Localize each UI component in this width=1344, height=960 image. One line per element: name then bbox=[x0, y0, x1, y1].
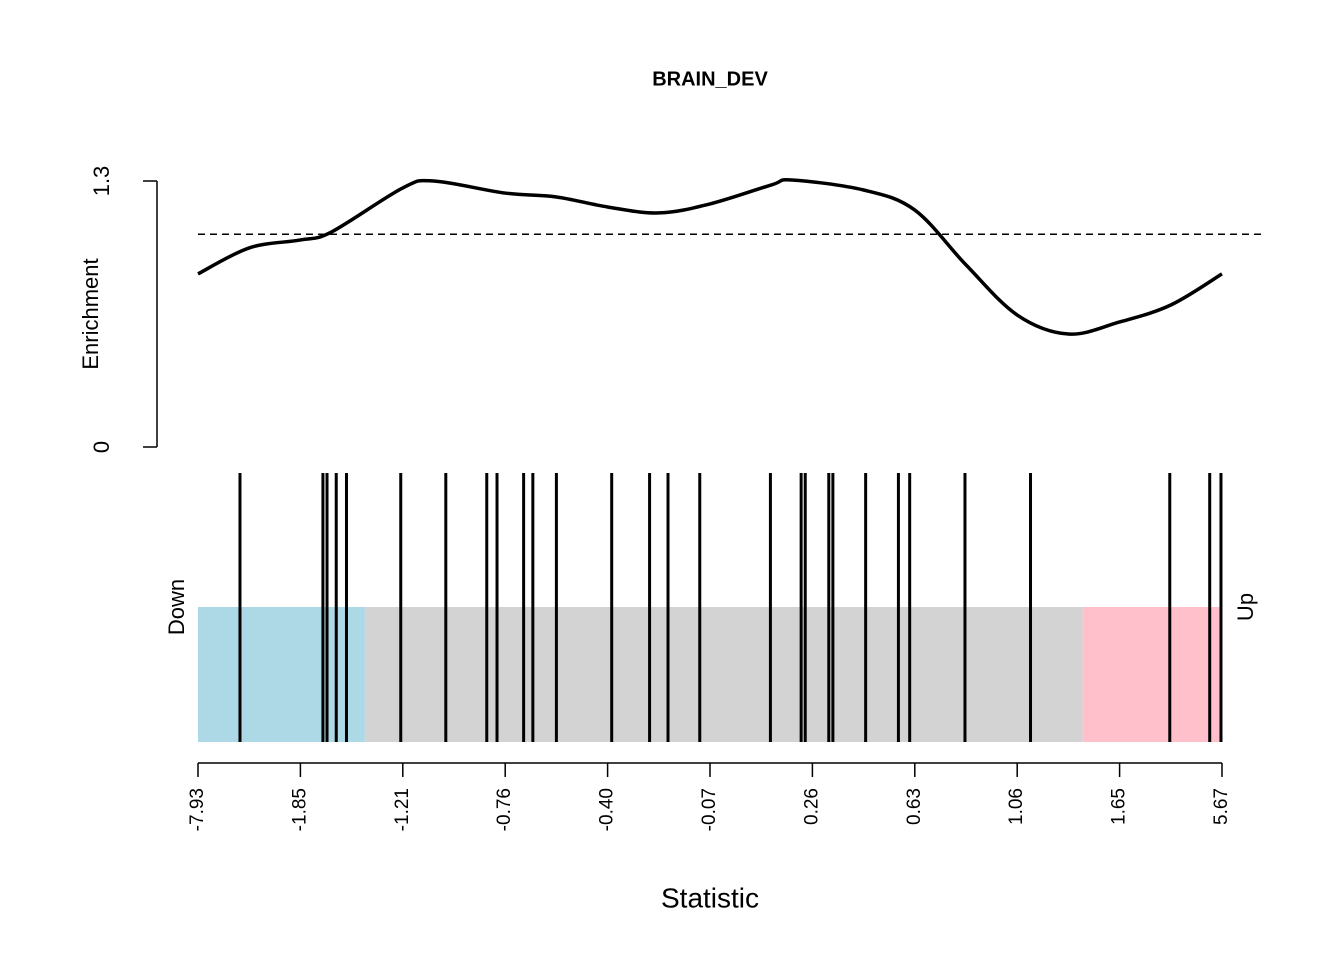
x-tick-label: -0.40 bbox=[597, 788, 618, 831]
x-tick-label: -0.76 bbox=[494, 788, 515, 831]
x-tick-label: -1.85 bbox=[289, 788, 310, 831]
y-tick-label: 1.3 bbox=[89, 166, 114, 197]
x-tick-label: 0.63 bbox=[904, 788, 925, 825]
enrichment-line bbox=[197, 178, 1223, 336]
y-tick-label: 0 bbox=[89, 441, 114, 453]
down-label: Down bbox=[164, 579, 189, 635]
y-axis-label: Enrichment bbox=[78, 258, 103, 369]
region bbox=[1082, 607, 1222, 742]
x-axis-label: Statistic bbox=[661, 882, 759, 913]
x-tick-label: 1.06 bbox=[1006, 788, 1027, 825]
x-tick-label: -7.93 bbox=[187, 788, 208, 831]
up-label: Up bbox=[1233, 593, 1258, 621]
region bbox=[364, 607, 1083, 742]
x-tick-label: 1.65 bbox=[1109, 788, 1130, 825]
region bbox=[198, 607, 365, 742]
chart-title: BRAIN_DEV bbox=[652, 68, 768, 90]
x-tick-label: -0.07 bbox=[699, 788, 720, 831]
x-tick-label: 0.26 bbox=[801, 788, 822, 825]
x-tick-label: -1.21 bbox=[392, 788, 413, 831]
x-tick-label: 5.67 bbox=[1211, 788, 1232, 825]
